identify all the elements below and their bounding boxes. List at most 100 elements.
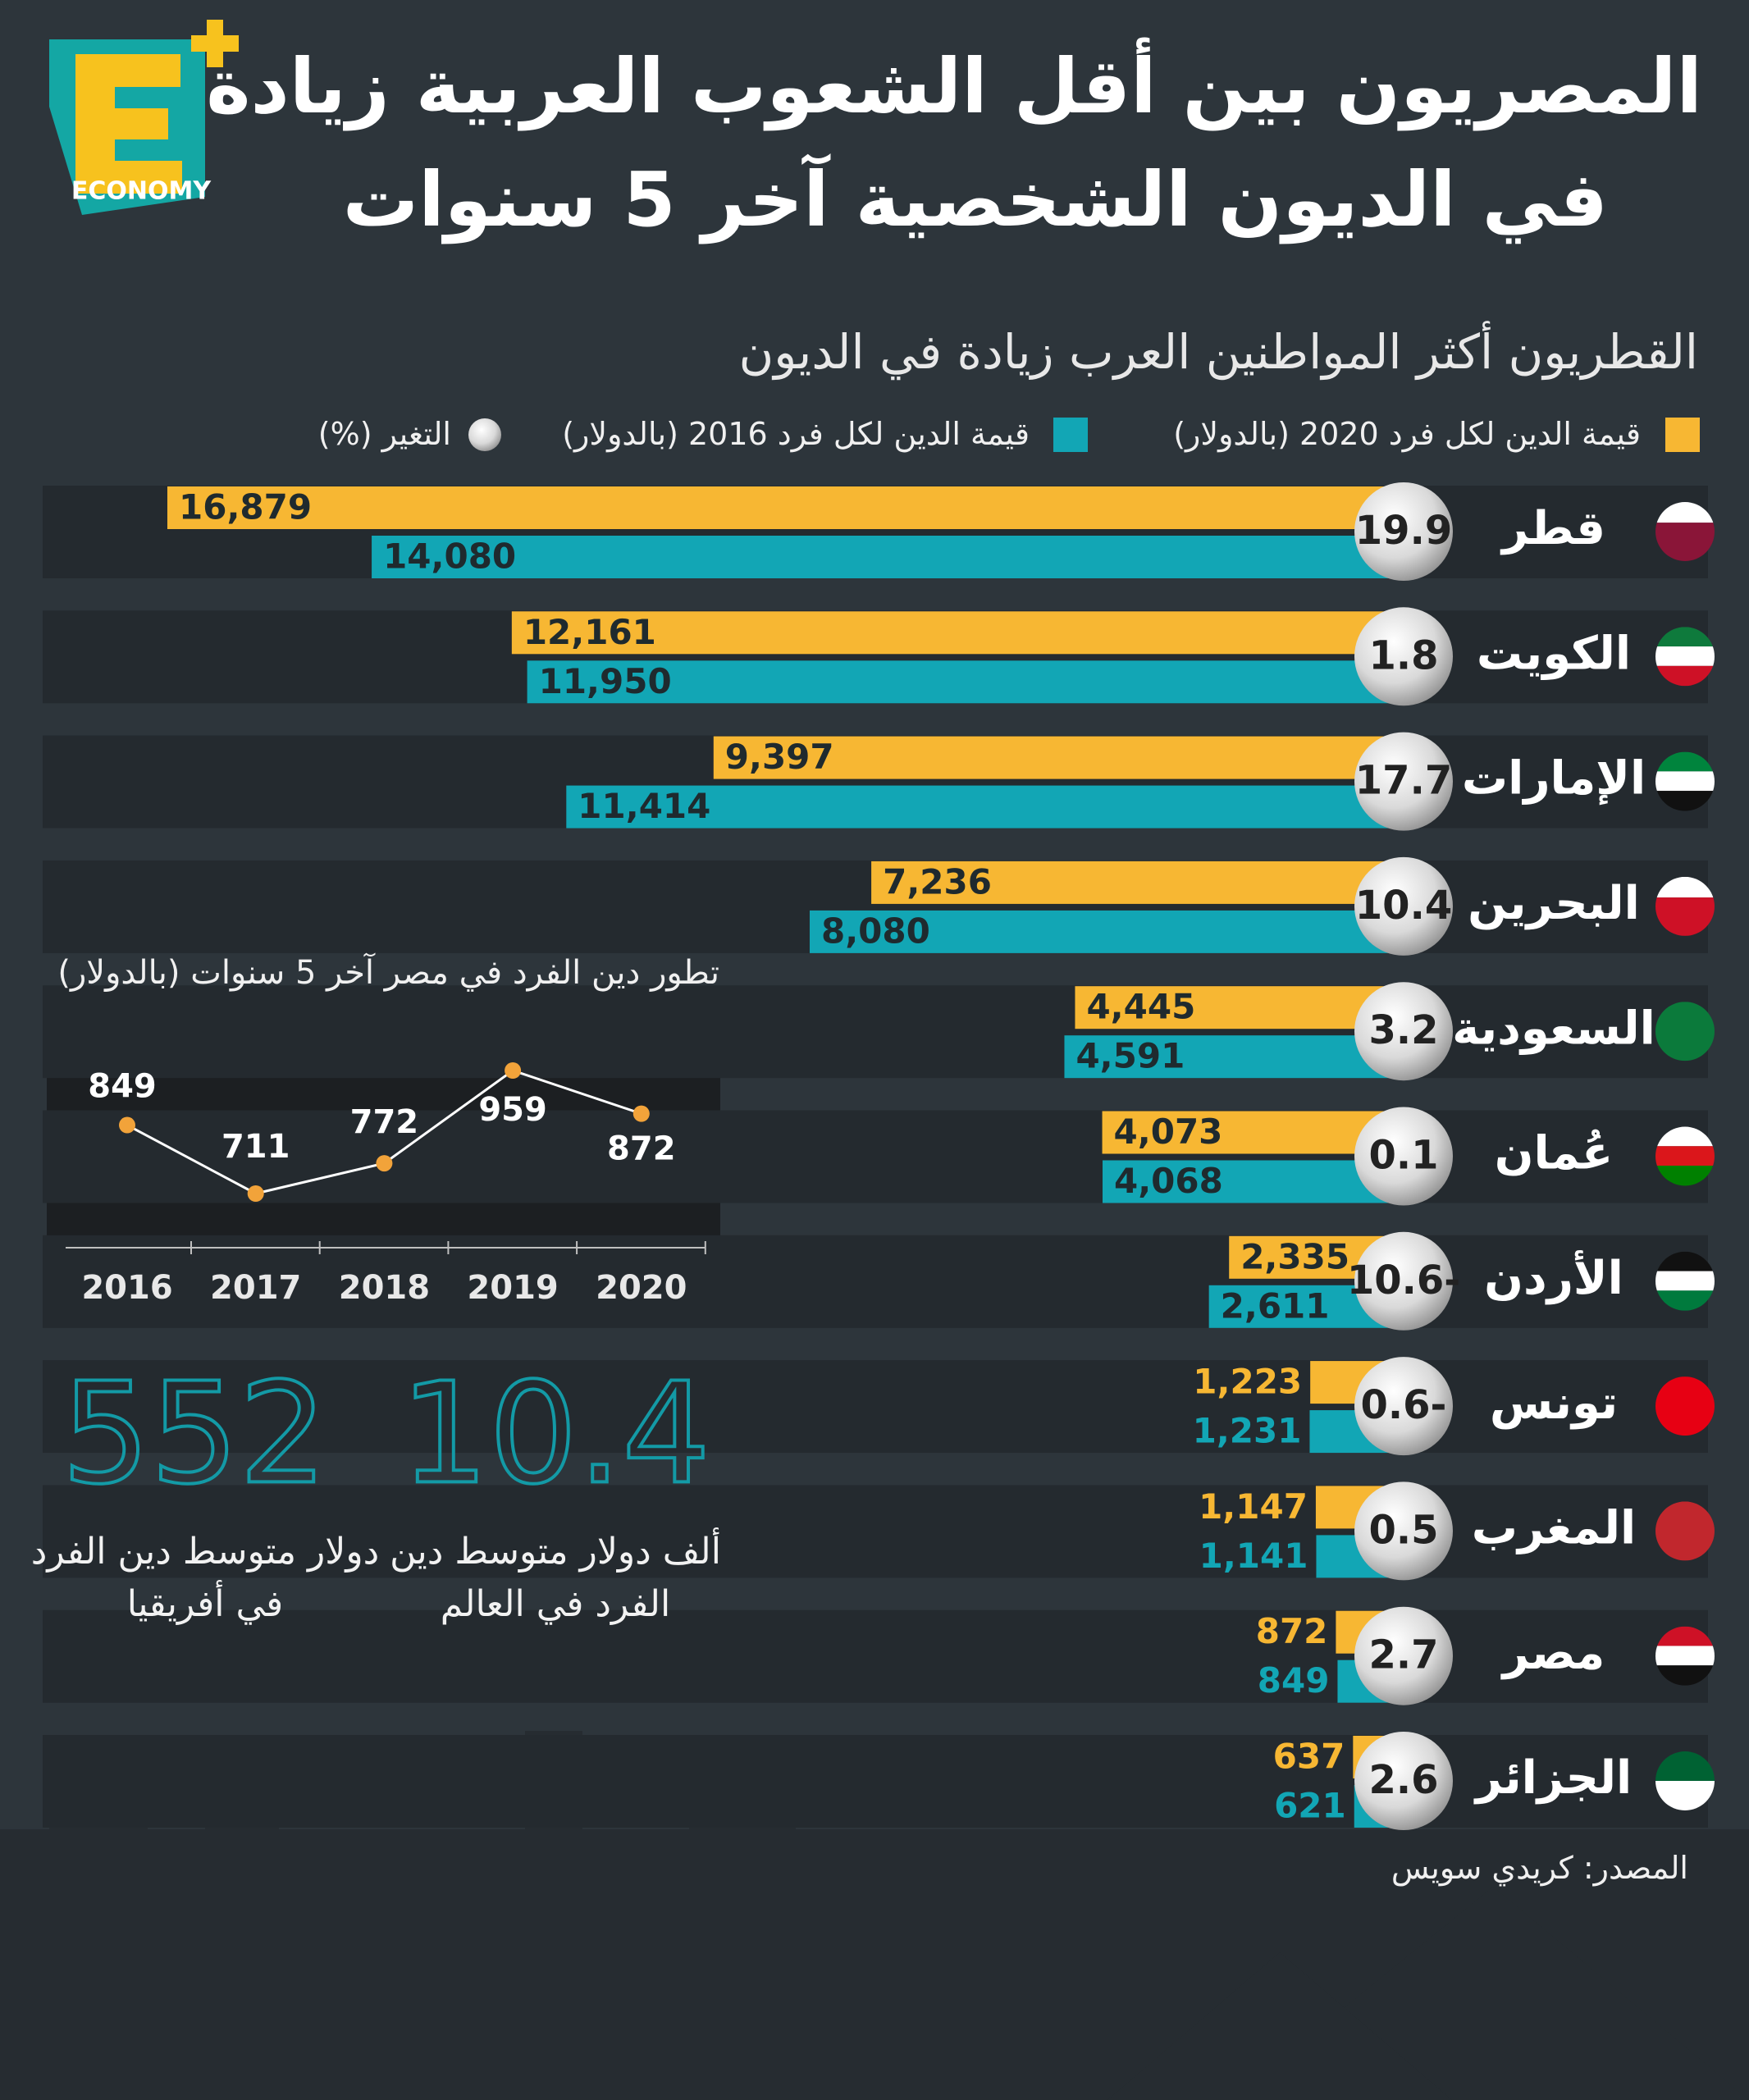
point-label: 959 — [478, 1091, 547, 1129]
bar-value-label: 1,231 — [1193, 1411, 1302, 1451]
point — [376, 1155, 393, 1172]
change-label: 10.6- — [1347, 1258, 1460, 1303]
stat-number: 10.4 — [400, 1353, 711, 1515]
bar — [527, 660, 1400, 704]
bar-value-label: 14,080 — [383, 536, 516, 577]
bar-value-label: 1,223 — [1193, 1362, 1302, 1402]
legend-swatch — [468, 418, 501, 451]
legend-label: قيمة الدين لكل فرد 2020 (بالدولار) — [1173, 416, 1641, 452]
flag-stripe — [1655, 627, 1715, 647]
title-line: المصريون بين أقل الشعوب العربية زيادة — [206, 43, 1702, 130]
bar-value-label: 4,068 — [1114, 1161, 1223, 1201]
stat-caption: ألف دولار متوسط دين الفرد في العالم — [390, 1531, 721, 1625]
bar-value-label: 4,073 — [1114, 1112, 1223, 1152]
bar — [566, 785, 1400, 829]
subtitle: القطريون أكثر المواطنين العرب زيادة في ا… — [738, 324, 1698, 380]
category-label: المغرب — [1472, 1502, 1636, 1555]
bar-value-label: 11,414 — [578, 786, 710, 826]
point-label: 872 — [607, 1130, 676, 1168]
change-circle — [1354, 1357, 1453, 1456]
row-band — [43, 1735, 1708, 1828]
bar-value-label: 11,950 — [539, 661, 672, 701]
flag-stripe — [1655, 771, 1715, 792]
bar — [1103, 1160, 1400, 1203]
category-label: قطر — [1500, 502, 1605, 555]
category-label: مصر — [1500, 1627, 1605, 1680]
flag-stripe — [1655, 1146, 1715, 1166]
flag-stripe — [1655, 751, 1715, 772]
change-circle — [1354, 732, 1453, 831]
bar-value-label: 849 — [1258, 1660, 1330, 1701]
category-label: الكويت — [1477, 627, 1631, 680]
bar-value-label: 4,445 — [1086, 987, 1195, 1027]
point-label: 772 — [350, 1103, 419, 1141]
bar-value-label: 2,335 — [1240, 1236, 1349, 1276]
bar — [713, 736, 1400, 779]
logo: ECONOMY — [49, 20, 239, 215]
point — [247, 1185, 264, 1202]
bar-value-label: 16,879 — [179, 487, 312, 527]
category-label: عُمان — [1495, 1127, 1614, 1180]
change-label: 19.9 — [1355, 508, 1452, 554]
bar-value-label: 9,397 — [725, 737, 834, 777]
point — [505, 1062, 522, 1079]
bar — [809, 910, 1400, 953]
change-label: 0.1 — [1368, 1133, 1438, 1179]
flag-stripe — [1655, 1251, 1715, 1271]
point-label: 711 — [221, 1128, 290, 1166]
flag-stripe — [1655, 1126, 1715, 1147]
bar — [1075, 986, 1400, 1029]
x-tick-label: 2019 — [467, 1269, 558, 1307]
change-label: 0.5 — [1368, 1507, 1438, 1553]
x-tick-label: 2017 — [210, 1269, 301, 1307]
bar — [871, 861, 1400, 904]
legend-label: التغير (%) — [317, 416, 451, 452]
bar — [1102, 1111, 1400, 1154]
x-tick-label: 2020 — [596, 1269, 687, 1307]
legend-swatch — [1053, 418, 1088, 452]
category-label: الإمارات — [1462, 752, 1646, 806]
change-circle — [1354, 982, 1453, 1081]
flag-stripe — [1655, 1646, 1715, 1666]
change-circle — [1354, 1606, 1453, 1705]
x-tick-label: 2018 — [339, 1269, 430, 1307]
stat-caption: دولار متوسط دين الفرد في أفريقيا — [30, 1531, 380, 1625]
bar-value-label: 12,161 — [523, 612, 656, 652]
change-label: 1.8 — [1368, 632, 1438, 678]
change-circle — [1354, 1107, 1453, 1206]
point — [119, 1116, 135, 1134]
change-circle — [1354, 482, 1453, 581]
flag-stripe — [1655, 1501, 1715, 1561]
category-label: السعودية — [1452, 1002, 1655, 1055]
line-title: تطور دين الفرد في مصر آخر 5 سنوات (بالدو… — [57, 954, 719, 992]
bar-value-label: 7,236 — [883, 861, 992, 902]
x-tick-label: 2016 — [81, 1269, 172, 1307]
bar-value-label: 637 — [1273, 1737, 1345, 1777]
change-circle — [1354, 856, 1453, 956]
row-band — [43, 1110, 1708, 1203]
stat-number: 552 — [62, 1353, 327, 1515]
flag-stripe — [1655, 1271, 1715, 1291]
bar — [1064, 1035, 1400, 1079]
change-circle — [1354, 1481, 1453, 1581]
change-label: 3.2 — [1368, 1007, 1438, 1053]
bar-value-label: 2,611 — [1221, 1285, 1330, 1326]
change-label: 17.7 — [1355, 758, 1452, 804]
legend-swatch — [1665, 418, 1700, 452]
flag-stripe — [1655, 1002, 1715, 1061]
change-label: 2.6 — [1368, 1757, 1438, 1803]
category-label: الجزائر — [1473, 1751, 1632, 1805]
flag-stripe — [1655, 646, 1715, 666]
bar-value-label: 1,147 — [1199, 1486, 1308, 1527]
legend-label: قيمة الدين لكل فرد 2016 (بالدولار) — [562, 416, 1030, 452]
title-line: في الديون الشخصية آخر 5 سنوات — [342, 156, 1608, 244]
logo-text: ECONOMY — [71, 177, 212, 206]
change-label: 10.4 — [1355, 883, 1452, 929]
change-circle — [1354, 1732, 1453, 1830]
bar-value-label: 8,080 — [821, 911, 930, 951]
change-label: 2.7 — [1368, 1632, 1438, 1678]
bar — [372, 536, 1400, 578]
category-label: البحرين — [1468, 877, 1640, 930]
